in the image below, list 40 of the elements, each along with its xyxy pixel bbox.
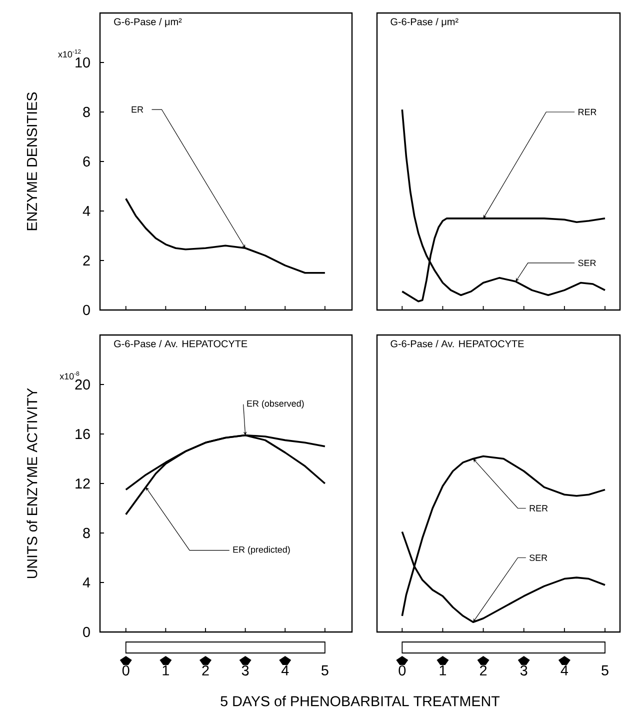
y-tick-label: 10: [76, 57, 90, 68]
series-label: SER: [578, 260, 596, 266]
y-tick-label: 4: [82, 578, 90, 588]
x-tick-label: 1: [162, 665, 169, 676]
y-tick-label: 16: [76, 428, 90, 440]
text: x10$^{-8}$: [60, 371, 80, 380]
chart-title: G-6-Pase / Av. HEPATOCYTE: [114, 340, 248, 348]
y-tick-label: 4: [82, 206, 90, 216]
y-tick-label: 2: [83, 255, 90, 266]
y-tick-label: 8: [83, 106, 90, 118]
chart-title: G-6-Pase / μm²: [114, 18, 182, 28]
y-tick-label: 8: [83, 528, 90, 538]
series-label: RER: [530, 505, 548, 512]
y-tick-label: 0: [83, 304, 90, 316]
chart-title: G-6-Pase / μm²: [390, 18, 458, 28]
text: RER: [578, 108, 596, 116]
text: x10$^{-12}$: [58, 49, 81, 58]
y-axis-title: UNITS of ENZYME ACTIVITY: [26, 388, 38, 578]
text: ER (observed): [247, 400, 304, 408]
chart-title: G-6-Pase / Av. HEPATOCYTE: [390, 340, 524, 348]
x-tick-label: 3: [242, 665, 249, 676]
x-tick-label: 5: [322, 665, 328, 676]
x-tick-label: 2: [202, 665, 209, 676]
y-tick-label: 12: [76, 478, 90, 489]
y-axis-title: ENZYME DENSITIES: [26, 92, 38, 230]
x-tick-label: 2: [480, 665, 487, 676]
text: ER (predicted): [233, 546, 290, 554]
x-tick-label: 5: [602, 665, 608, 676]
y-tick-label: 0: [83, 626, 90, 638]
x-tick-label: 3: [520, 665, 528, 676]
x-tick-label: 4: [560, 665, 568, 676]
x-tick-label: 4: [281, 665, 289, 676]
x-tick-label: 1: [440, 665, 446, 676]
x-tick-label: 0: [398, 665, 406, 676]
text: SER: [530, 554, 548, 561]
y-tick-label: 6: [83, 156, 90, 167]
x-tick-label: 0: [122, 665, 130, 676]
y-tick-label: 20: [75, 379, 90, 390]
text: ER: [132, 106, 144, 113]
x-axis-title: 5 DAYS of PHENOBARBITAL TREATMENT: [220, 696, 500, 706]
